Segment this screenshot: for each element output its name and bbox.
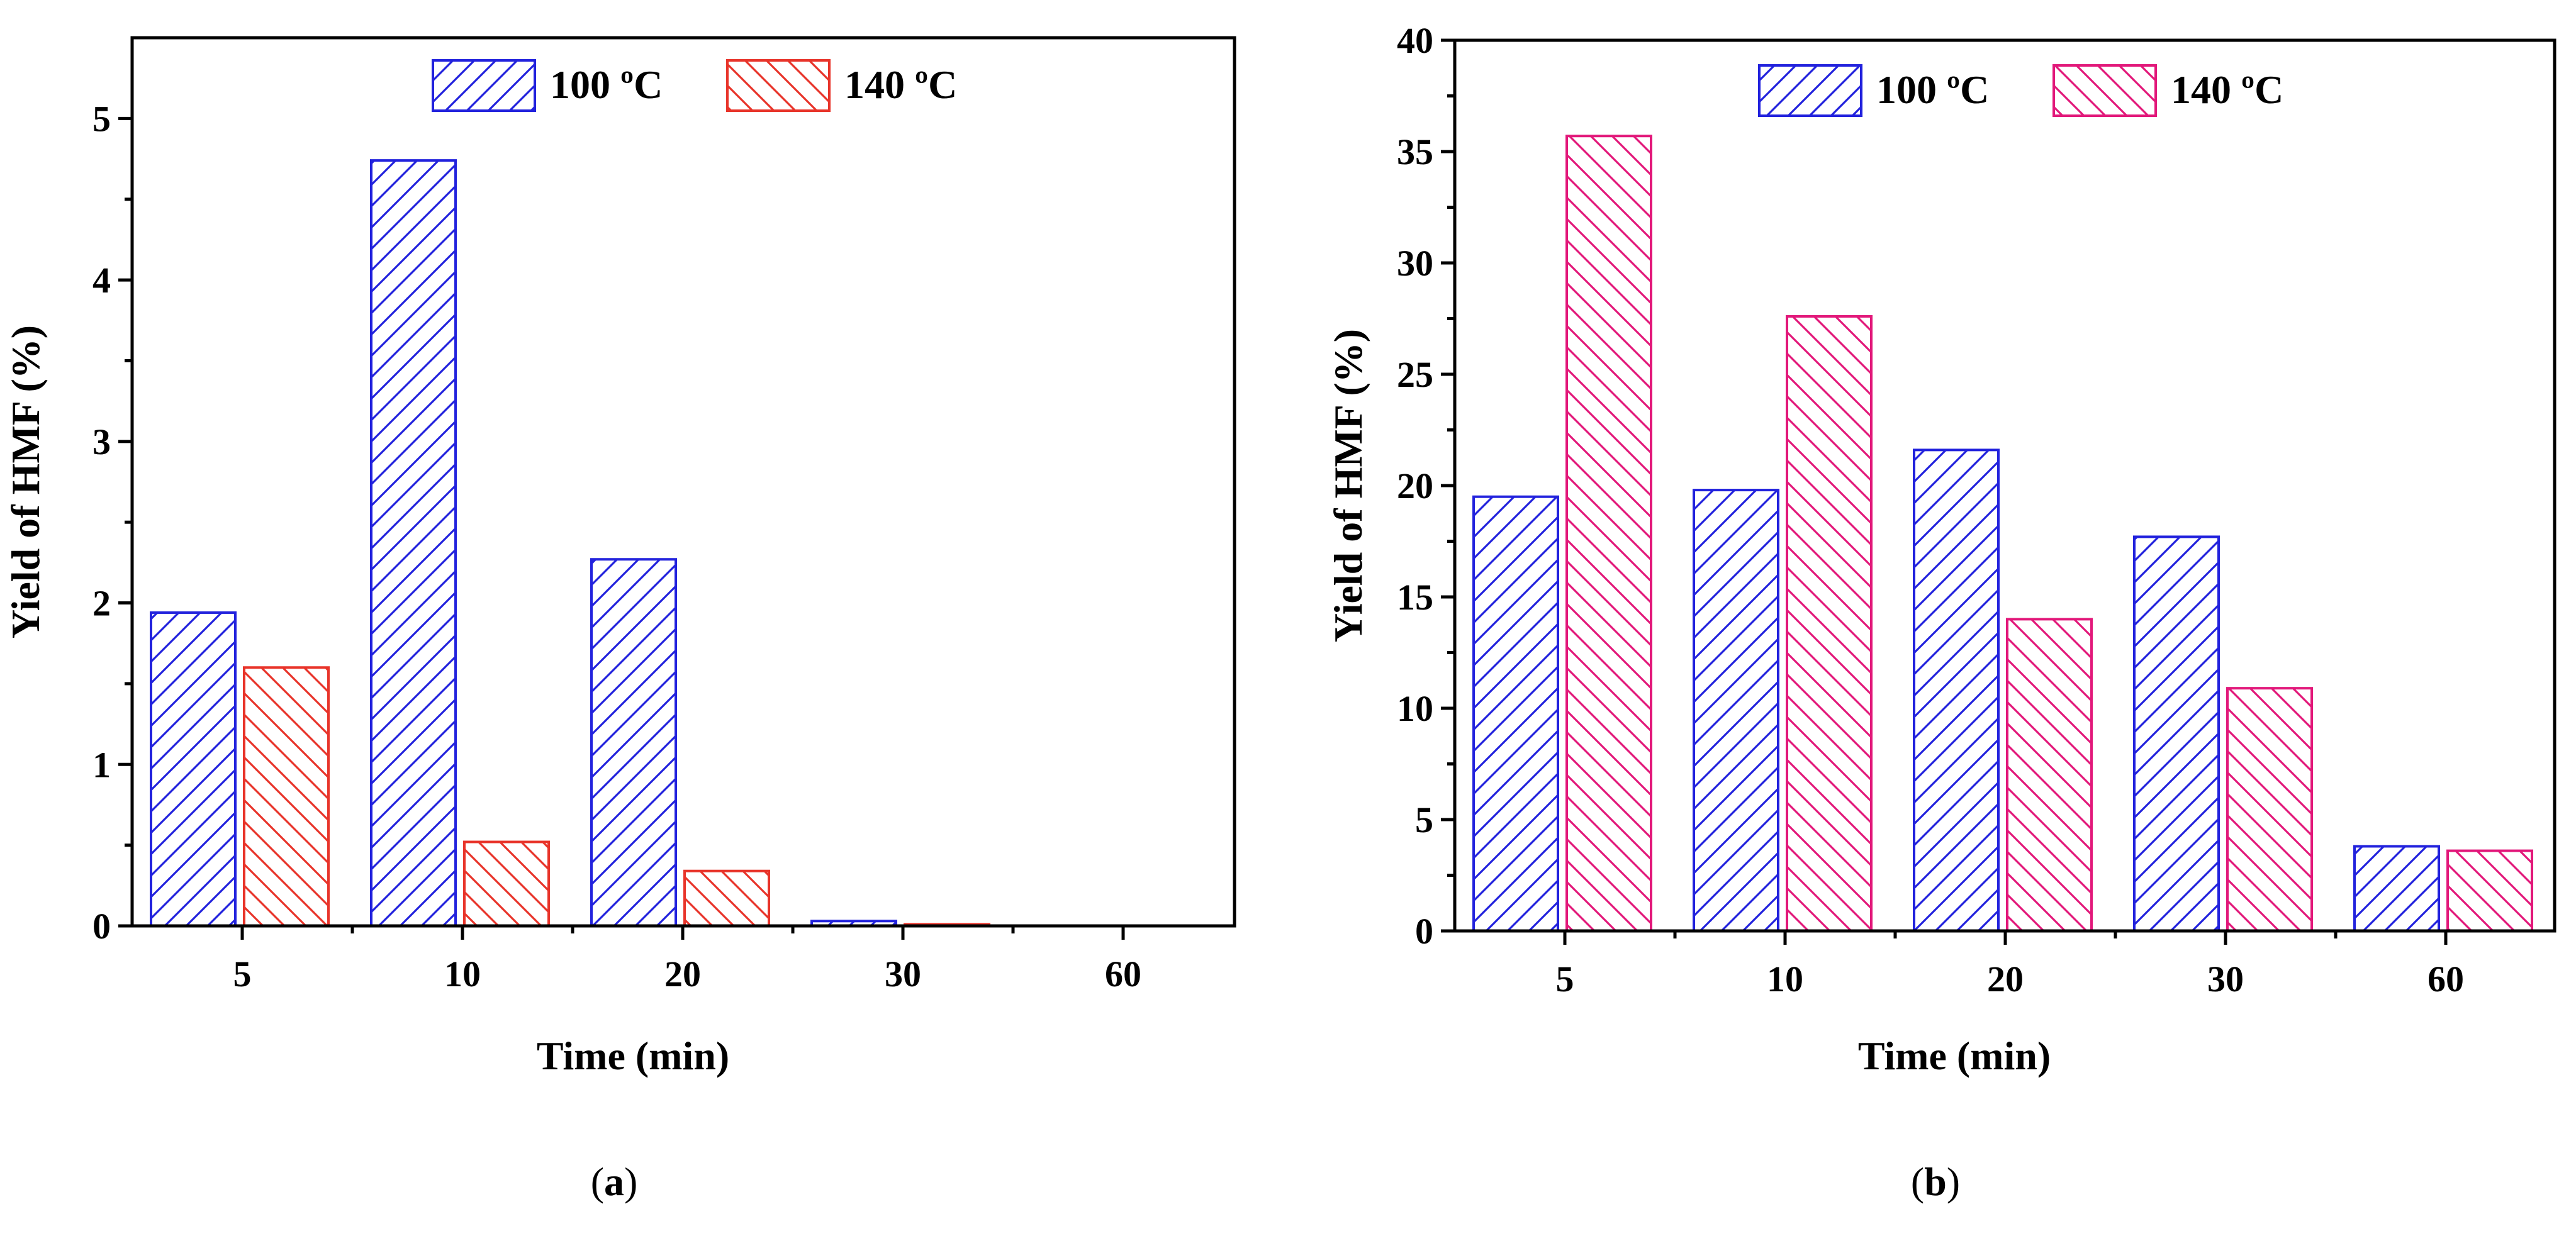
legend-b: 100 ºC 140 ºC	[1758, 64, 2283, 117]
x-tick-label-a: 10	[444, 954, 481, 994]
x-tick-label-b: 20	[1987, 959, 2024, 999]
y-tick-label-b: 0	[1415, 911, 1433, 952]
bar-a-series2-10	[463, 840, 550, 928]
y-tick-label-a: 5	[92, 98, 111, 139]
bar-b-series2-10	[1786, 315, 1873, 932]
y-tick-label-a: 2	[92, 583, 111, 624]
x-tick-label-a: 30	[885, 954, 921, 994]
x-tick-label-b: 30	[2207, 959, 2244, 999]
x-tick-label-b: 60	[2428, 959, 2464, 999]
bar-b-series2-60	[2446, 849, 2533, 933]
bar-a-series2-5	[243, 666, 330, 927]
x-tick-label-a: 5	[233, 954, 252, 994]
legend-label-b-1: 100 ºC	[1876, 67, 1989, 112]
x-tick-label-a: 60	[1105, 954, 1141, 994]
bar-b-series2-5	[1565, 135, 1652, 933]
y-tick-label-b: 25	[1397, 354, 1433, 395]
y-axis-title-a: Yield of HMF (%)	[3, 325, 48, 638]
bar-b-series1-20	[1913, 448, 2000, 932]
legend-swatch-a-2	[726, 59, 831, 112]
bar-b-series2-30	[2226, 687, 2313, 932]
x-tick-label-b: 5	[1556, 959, 1574, 999]
y-tick-label-b: 10	[1397, 688, 1433, 729]
y-tick-label-b: 30	[1397, 243, 1433, 284]
bar-a-series2-20	[683, 869, 770, 928]
x-axis-title-a: Time (min)	[537, 1033, 729, 1078]
legend-label-a-2: 140 ºC	[844, 62, 957, 107]
chart-panel-a: 0 1 2 3 4 5 5 10 20 30 60 Time (min) Yield of HMF (%…	[3, 36, 1236, 1204]
y-tick-label-a: 4	[92, 260, 111, 301]
bar-b-series1-5	[1472, 495, 1559, 932]
y-axis-title-b: Yield of HMF (%)	[1326, 329, 1370, 642]
y-tick-label-b: 20	[1397, 465, 1433, 506]
x-axis-title-b: Time (min)	[1858, 1033, 2051, 1078]
legend-label-a-1: 100 ºC	[550, 62, 663, 107]
y-tick-label-a: 3	[92, 421, 111, 462]
bar-a-series1-20	[590, 558, 677, 927]
legend-a: 100 ºC 140 ºC	[432, 59, 957, 112]
bar-b-series1-60	[2353, 845, 2440, 932]
legend-label-b-2: 140 ºC	[2171, 67, 2283, 112]
legend-swatch-b-1	[1758, 64, 1862, 117]
bar-a-series1-10	[370, 159, 457, 928]
bar-b-series2-20	[2006, 618, 2093, 933]
y-tick-label-b: 40	[1397, 20, 1433, 61]
bar-b-series1-30	[2133, 535, 2220, 932]
bar-b-series1-10	[1693, 489, 1779, 932]
y-tick-label-a: 0	[92, 906, 111, 947]
legend-swatch-a-1	[432, 59, 536, 112]
y-tick-label-a: 1	[92, 744, 111, 785]
y-tick-label-b: 35	[1397, 131, 1433, 172]
panel-label-a: (a)	[591, 1159, 638, 1204]
x-tick-label-b: 10	[1767, 959, 1803, 999]
x-tick-label-a: 20	[664, 954, 701, 994]
legend-swatch-b-2	[2052, 64, 2157, 117]
y-tick-label-b: 5	[1415, 799, 1433, 840]
bar-a-series1-5	[150, 611, 237, 927]
chart-panel-b: 0 5 10 15 20 25 30 35 40 5 10 20 30 60 Time (min) Yield…	[1326, 20, 2556, 1204]
y-tick-label-b: 15	[1397, 577, 1433, 618]
panel-label-b: (b)	[1911, 1159, 1960, 1204]
